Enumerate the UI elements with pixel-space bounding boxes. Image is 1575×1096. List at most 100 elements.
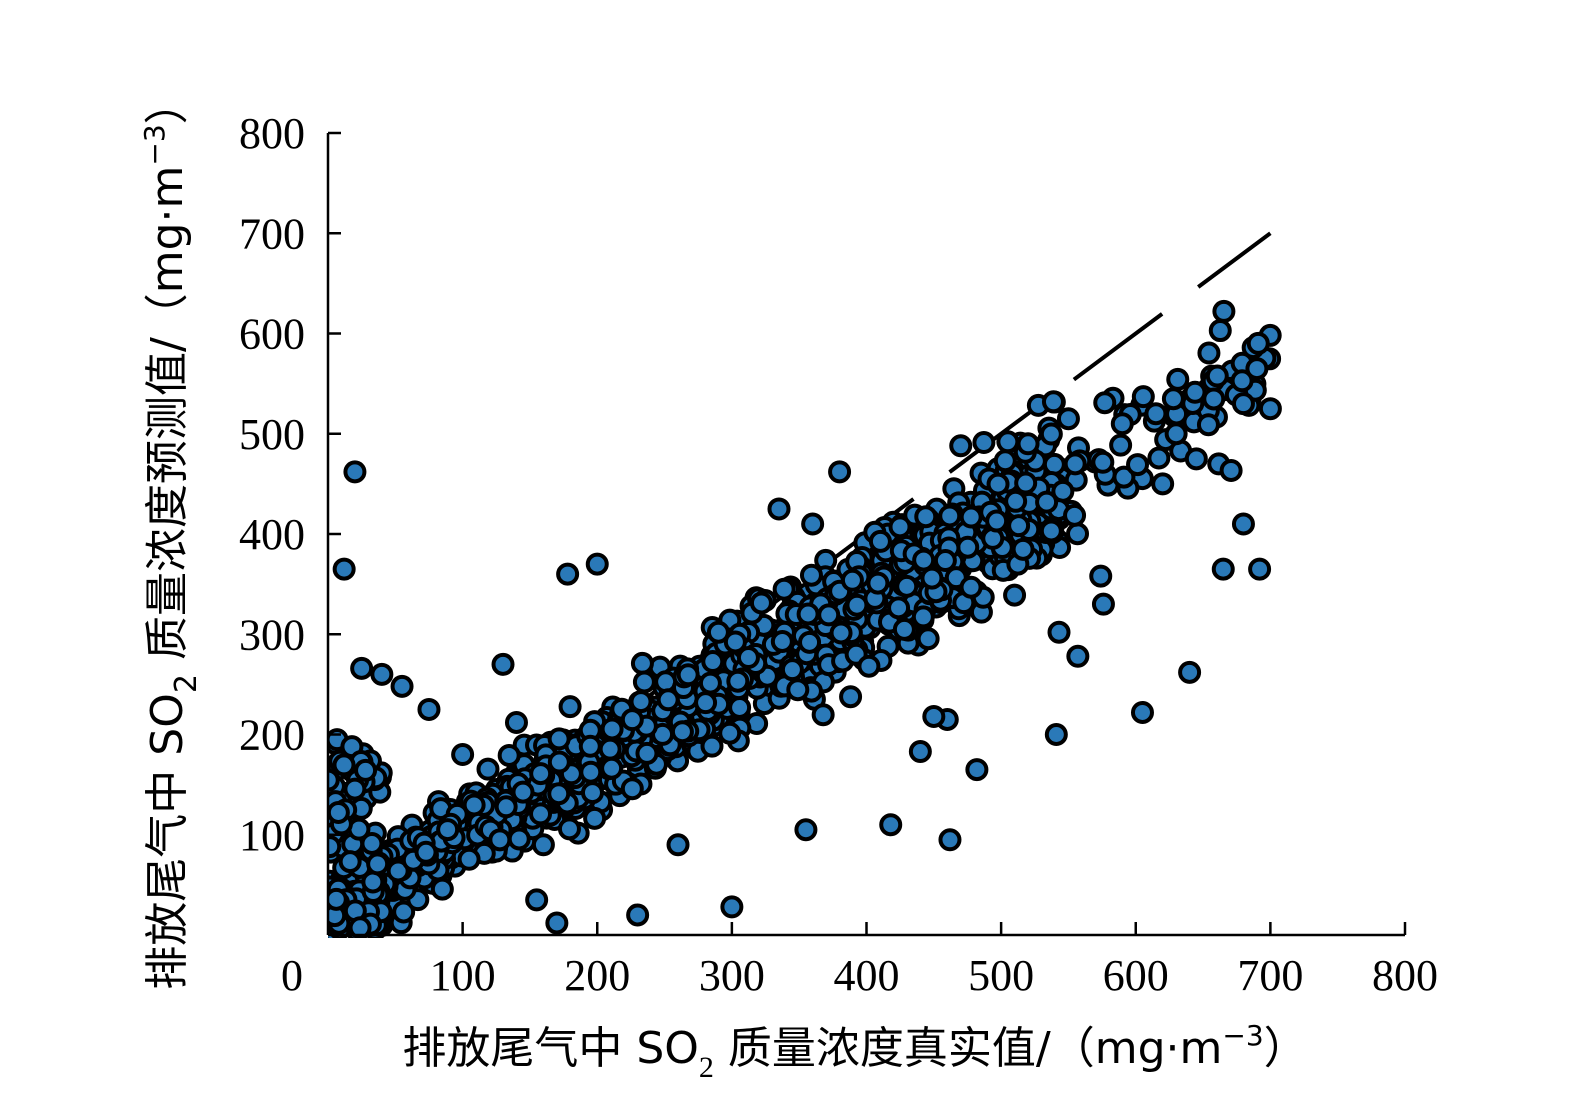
data-point <box>1035 490 1059 514</box>
data-point <box>868 529 892 553</box>
data-point <box>354 758 378 782</box>
data-point <box>794 818 818 842</box>
data-point <box>600 717 624 741</box>
data-point <box>796 602 820 626</box>
data-point <box>525 888 549 912</box>
data-point <box>1248 557 1272 581</box>
data-point <box>1208 319 1232 343</box>
data-point <box>1184 447 1208 471</box>
data-point <box>558 695 582 719</box>
data-point <box>1047 620 1071 644</box>
data-point <box>1166 367 1190 391</box>
data-point <box>770 629 794 653</box>
x-tick-label: 500 <box>968 951 1034 1000</box>
data-point <box>772 577 796 601</box>
data-point <box>993 449 1017 473</box>
data-point <box>348 916 372 938</box>
y-tick-label: 700 <box>239 209 305 258</box>
data-point <box>916 627 940 651</box>
data-point <box>1164 422 1188 446</box>
data-point <box>718 721 742 745</box>
data-point <box>370 662 394 686</box>
data-point <box>985 509 1009 533</box>
data-point <box>920 566 944 590</box>
x-tick-label: 200 <box>564 951 630 1000</box>
data-point <box>1093 391 1117 415</box>
data-point <box>706 620 730 644</box>
data-point <box>892 617 916 641</box>
data-point <box>799 563 823 587</box>
data-point <box>1016 432 1040 456</box>
data-point <box>1230 369 1254 393</box>
data-point <box>666 833 690 857</box>
data-point <box>1089 564 1113 588</box>
data-point <box>1091 592 1115 616</box>
data-points <box>328 299 1282 938</box>
data-point <box>879 813 903 837</box>
data-point <box>911 605 935 629</box>
data-point <box>866 571 890 595</box>
data-point <box>888 515 912 539</box>
data-point <box>451 743 475 767</box>
y-tick-label: 300 <box>239 610 305 659</box>
data-point <box>390 674 414 698</box>
data-point <box>511 780 535 804</box>
y-axis-title: 排放尾气中 SO2 质量浓度预测值/（mg·m−3） <box>138 80 204 989</box>
y-tick-label: 800 <box>239 109 305 158</box>
data-point <box>840 568 864 592</box>
data-point <box>1039 519 1063 543</box>
data-point <box>1039 422 1063 446</box>
data-point <box>1258 397 1282 421</box>
data-point <box>578 734 602 758</box>
data-point <box>1003 583 1027 607</box>
data-point <box>1004 489 1028 513</box>
data-point <box>556 562 580 586</box>
data-point <box>557 817 581 841</box>
data-point <box>1126 453 1150 477</box>
data-point <box>430 877 454 901</box>
data-point <box>1147 446 1171 470</box>
data-point <box>338 850 362 874</box>
data-point <box>1110 412 1134 436</box>
data-point <box>720 895 744 919</box>
data-point <box>780 658 804 682</box>
data-point <box>922 704 946 728</box>
data-point <box>786 678 810 702</box>
data-point <box>701 650 725 674</box>
data-point <box>698 671 722 695</box>
data-point <box>1130 700 1154 724</box>
data-point <box>1112 465 1136 489</box>
data-point <box>529 762 553 786</box>
data-point <box>959 575 983 599</box>
data-point <box>670 720 694 744</box>
data-point <box>629 690 653 714</box>
data-point <box>798 630 822 654</box>
data-point <box>1044 723 1068 746</box>
data-point <box>1212 299 1236 323</box>
data-point <box>491 652 515 676</box>
data-point <box>1041 390 1065 414</box>
data-point <box>914 505 938 529</box>
data-point <box>817 603 841 627</box>
data-point <box>620 777 644 801</box>
data-point <box>414 840 438 864</box>
data-point <box>328 800 350 824</box>
data-point <box>1183 380 1207 404</box>
data-point <box>328 835 342 859</box>
data-point <box>996 430 1020 454</box>
data-point <box>547 782 571 806</box>
data-point <box>488 828 512 852</box>
data-point <box>626 903 650 927</box>
data-point <box>1245 357 1269 381</box>
data-point <box>887 596 911 620</box>
data-point <box>1131 385 1155 409</box>
data-point <box>723 630 747 654</box>
data-point <box>1231 512 1255 536</box>
data-point <box>457 847 481 871</box>
data-point <box>1063 452 1087 476</box>
data-point <box>1246 331 1270 355</box>
y-tick-label: 200 <box>239 711 305 760</box>
data-point <box>949 434 973 458</box>
data-point <box>1205 364 1229 388</box>
data-point <box>912 548 936 572</box>
